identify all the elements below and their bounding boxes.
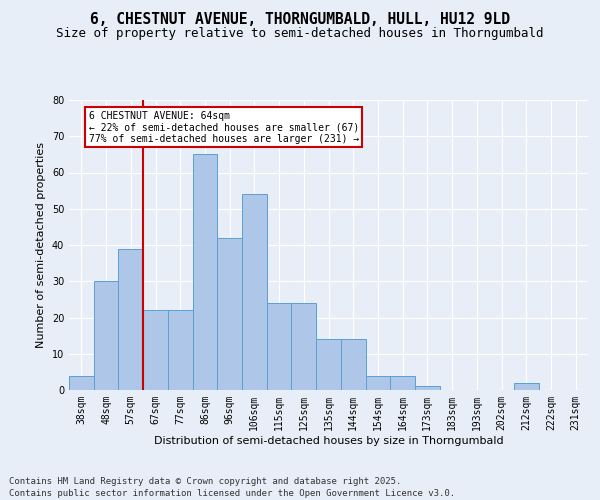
Bar xyxy=(193,154,217,390)
Bar xyxy=(69,376,94,390)
Bar xyxy=(514,383,539,390)
Bar xyxy=(390,376,415,390)
Bar xyxy=(292,303,316,390)
Bar xyxy=(316,339,341,390)
Text: Contains HM Land Registry data © Crown copyright and database right 2025.: Contains HM Land Registry data © Crown c… xyxy=(9,477,401,486)
Bar xyxy=(168,310,193,390)
X-axis label: Distribution of semi-detached houses by size in Thorngumbald: Distribution of semi-detached houses by … xyxy=(154,436,503,446)
Bar xyxy=(365,376,390,390)
Text: 6, CHESTNUT AVENUE, THORNGUMBALD, HULL, HU12 9LD: 6, CHESTNUT AVENUE, THORNGUMBALD, HULL, … xyxy=(90,12,510,28)
Bar xyxy=(242,194,267,390)
Bar xyxy=(267,303,292,390)
Bar xyxy=(217,238,242,390)
Text: Contains public sector information licensed under the Open Government Licence v3: Contains public sector information licen… xyxy=(9,488,455,498)
Text: 6 CHESTNUT AVENUE: 64sqm
← 22% of semi-detached houses are smaller (67)
77% of s: 6 CHESTNUT AVENUE: 64sqm ← 22% of semi-d… xyxy=(89,111,359,144)
Bar xyxy=(118,248,143,390)
Bar xyxy=(94,281,118,390)
Y-axis label: Number of semi-detached properties: Number of semi-detached properties xyxy=(36,142,46,348)
Text: Size of property relative to semi-detached houses in Thorngumbald: Size of property relative to semi-detach… xyxy=(56,28,544,40)
Bar xyxy=(341,339,365,390)
Bar xyxy=(143,310,168,390)
Bar xyxy=(415,386,440,390)
